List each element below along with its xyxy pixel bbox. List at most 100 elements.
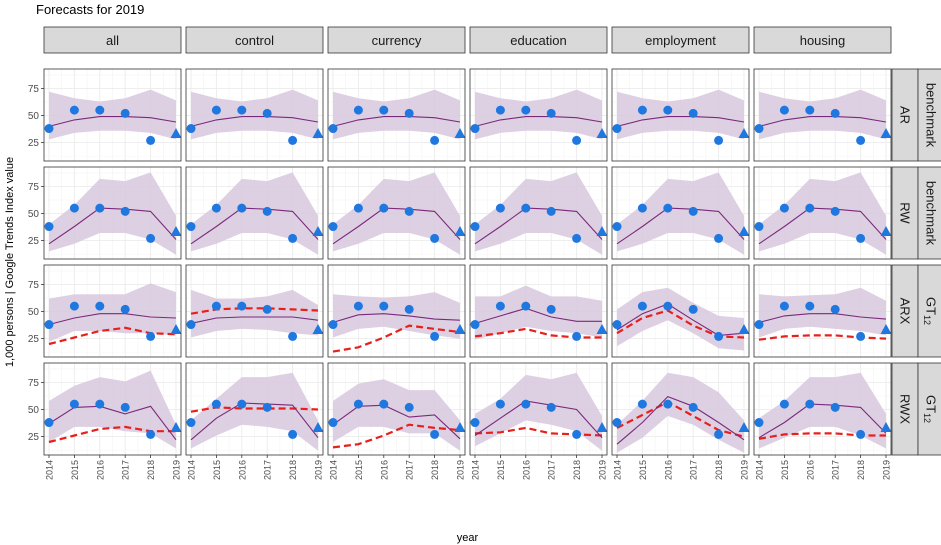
observed-point: [44, 124, 54, 134]
column-strip-label: education: [510, 33, 566, 48]
y-tick-label: 75: [28, 84, 40, 95]
prediction-band: [475, 372, 602, 451]
target-triangle: [170, 225, 182, 236]
row-strip-group: [917, 68, 941, 162]
observed-point: [612, 222, 622, 232]
forecast-line: [190, 402, 319, 441]
prediction-band: [49, 172, 176, 255]
column-strip-label: employment: [645, 33, 716, 48]
observed-point: [146, 331, 156, 341]
x-tick-label: 2015: [212, 460, 222, 480]
forecast-line: [474, 207, 603, 245]
observed-point: [211, 301, 221, 311]
x-tick-label: 2014: [613, 460, 623, 480]
target-triangle: [738, 323, 750, 334]
forecast-line: [48, 313, 177, 326]
panel-border: [327, 264, 466, 358]
observed-point: [379, 301, 389, 311]
panel: [753, 68, 892, 162]
observed-point: [779, 301, 789, 311]
panel: [753, 166, 892, 260]
target-triangle: [454, 225, 466, 236]
forecast-line: [190, 116, 319, 127]
row-strip-group-label: benchmark: [924, 181, 939, 246]
chart-title: Forecasts for 2019: [36, 2, 145, 17]
observed-point: [754, 320, 764, 330]
observed-point: [353, 203, 363, 213]
forecast-line: [332, 404, 461, 440]
row-strip-model: [891, 68, 919, 162]
x-tick-label: 2019: [172, 460, 182, 480]
observed-point: [120, 304, 130, 314]
panel-border: [43, 68, 182, 162]
target-triangle: [596, 323, 608, 334]
x-tick-label: 2018: [856, 460, 866, 480]
observed-point: [95, 203, 105, 213]
row-strip-group: [917, 264, 941, 358]
row-strip-model-label: RWX: [898, 394, 913, 424]
forecast-line: [758, 207, 887, 245]
x-tick-label: 2019: [456, 460, 466, 480]
observed-point: [688, 304, 698, 314]
forecast-line: [332, 116, 461, 127]
observed-point: [430, 233, 440, 243]
panel-border: [43, 362, 182, 456]
observed-point: [779, 203, 789, 213]
observed-point: [470, 418, 480, 428]
target-triangle: [170, 323, 182, 334]
row-strip-model: [891, 264, 919, 358]
panel: [469, 68, 608, 162]
panel: [327, 362, 466, 456]
observed-point: [572, 233, 582, 243]
panel-border: [753, 264, 892, 358]
observed-point: [470, 222, 480, 232]
y-tick-label: 50: [28, 307, 40, 318]
target-triangle: [596, 225, 608, 236]
observed-point: [495, 203, 505, 213]
target-triangle: [454, 421, 466, 432]
target-triangle: [596, 127, 608, 138]
x-tick-label: 2014: [755, 460, 765, 480]
observed-point: [637, 301, 647, 311]
x-tick-label: 2016: [521, 460, 531, 480]
forecast-line: [48, 207, 177, 245]
observed-point: [612, 418, 622, 428]
observed-point: [430, 429, 440, 439]
prediction-band: [333, 89, 460, 140]
y-tick-label: 25: [28, 138, 40, 149]
observed-point: [288, 233, 298, 243]
panel-border: [611, 264, 750, 358]
observed-point: [95, 105, 105, 115]
forecast-line: [332, 313, 461, 323]
observed-point: [521, 105, 531, 115]
forecast-line: [474, 400, 603, 439]
panel: [185, 264, 324, 358]
observed-point: [69, 399, 79, 409]
forecast-line: [190, 316, 319, 324]
observed-point: [572, 429, 582, 439]
panel: [185, 166, 324, 260]
panel-border: [185, 166, 324, 260]
observed-point: [353, 301, 363, 311]
panel: [753, 362, 892, 456]
observed-point: [856, 331, 866, 341]
observed-point: [404, 402, 414, 412]
observed-point: [379, 105, 389, 115]
x-tick-label: 2017: [831, 460, 841, 480]
observed-point: [237, 203, 247, 213]
observed-point: [120, 108, 130, 118]
observed-point: [830, 206, 840, 216]
prediction-band: [191, 172, 318, 255]
target-triangle: [312, 127, 324, 138]
row-strip-group: [917, 166, 941, 260]
prediction-band: [617, 89, 744, 140]
column-strip-label: all: [106, 33, 119, 48]
observed-point: [546, 206, 556, 216]
observed-point: [328, 124, 338, 134]
observed-point: [663, 105, 673, 115]
x-tick-label: 2016: [663, 460, 673, 480]
observed-point: [495, 105, 505, 115]
panel: [611, 362, 750, 456]
observed-point: [262, 206, 272, 216]
column-strip: [43, 26, 182, 54]
